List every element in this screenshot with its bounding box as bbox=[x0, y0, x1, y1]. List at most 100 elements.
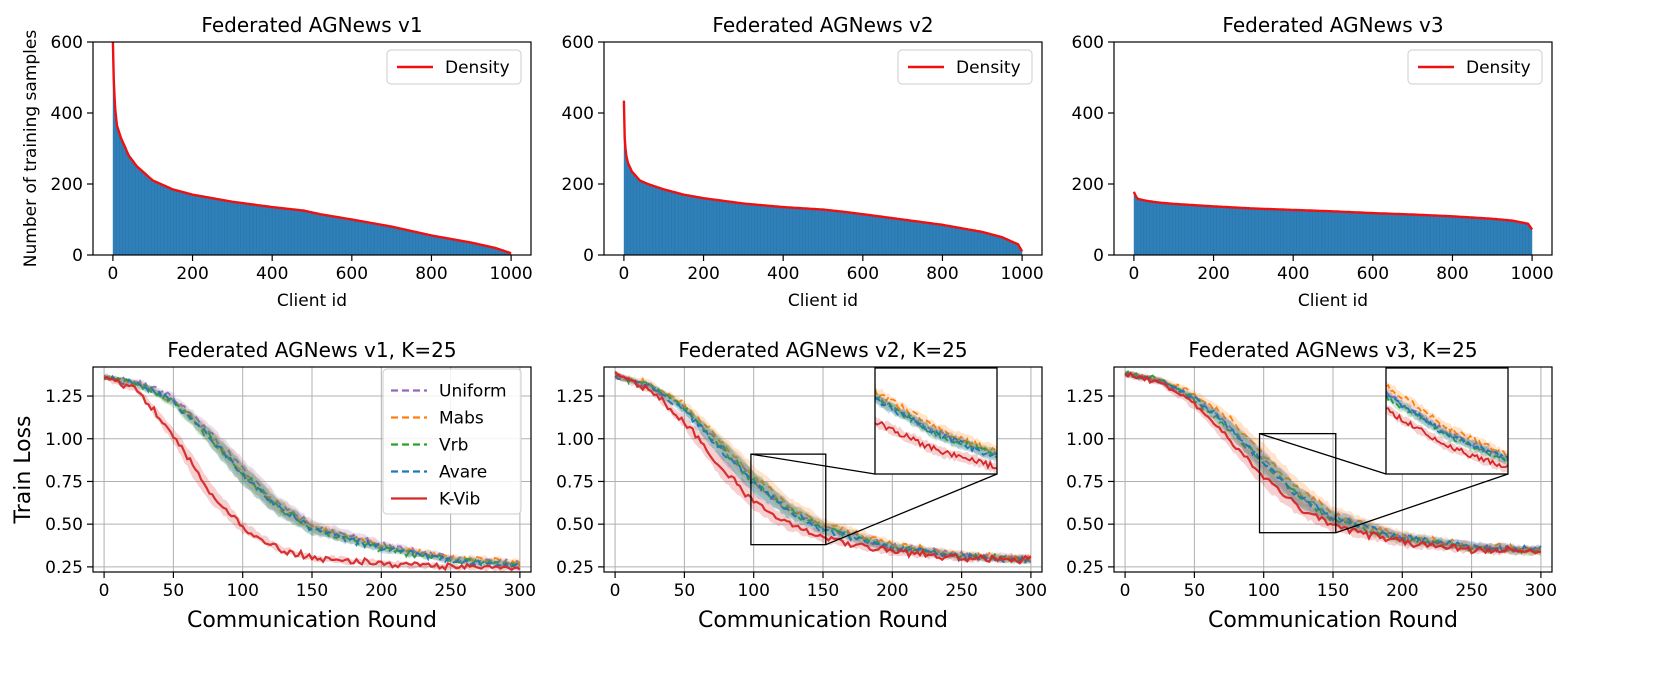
confidence-band bbox=[1125, 369, 1541, 555]
y-tick-label: 0.25 bbox=[1066, 558, 1104, 578]
x-tick-label: 250 bbox=[434, 581, 466, 601]
y-tick-label: 0 bbox=[1093, 246, 1104, 266]
inset bbox=[1385, 367, 1509, 475]
x-tick-label: 0 bbox=[618, 264, 629, 284]
series-line bbox=[103, 374, 521, 569]
legend: Uniform Mabs Vrb Avare K-Vib bbox=[382, 368, 522, 515]
x-axis: 0 200 400 600 800 1000 bbox=[107, 255, 533, 284]
panel-1: Federated AGNews v1 Density 0 200 400 600 800 1… bbox=[21, 13, 533, 311]
x-tick-label: 100 bbox=[737, 581, 769, 601]
series-k-vib bbox=[1124, 370, 1542, 557]
bars bbox=[112, 42, 512, 255]
legend-label: K-Vib bbox=[439, 490, 480, 510]
x-axis: 0 50 100 150 200 250 300 bbox=[99, 572, 536, 601]
x-tick-label: 0 bbox=[99, 581, 110, 601]
y-tick-label: 600 bbox=[51, 33, 83, 53]
axes-frame bbox=[92, 41, 532, 256]
x-tick-label: 50 bbox=[1184, 581, 1206, 601]
legend-label: Density bbox=[956, 58, 1021, 78]
plot-area bbox=[614, 370, 1032, 565]
y-tick-label: 400 bbox=[51, 104, 83, 124]
x-tick-label: 200 bbox=[1197, 264, 1229, 284]
x-tick-label: 0 bbox=[107, 264, 118, 284]
inset-band-mabs bbox=[1386, 380, 1508, 460]
confidence-band bbox=[104, 373, 520, 570]
x-tick-label: 300 bbox=[504, 581, 536, 601]
y-tick-label: 0.50 bbox=[1066, 515, 1104, 535]
x-tick-label: 600 bbox=[847, 264, 879, 284]
x-tick-label: 200 bbox=[876, 581, 908, 601]
x-tick-label: 250 bbox=[1455, 581, 1487, 601]
series-uniform bbox=[1124, 370, 1541, 555]
inset bbox=[874, 367, 998, 475]
series-vrb bbox=[103, 373, 521, 570]
y-tick-label: 1.00 bbox=[1066, 430, 1104, 450]
confidence-band bbox=[1125, 371, 1541, 554]
legend-label: Avare bbox=[439, 463, 487, 483]
zoom-connector bbox=[1335, 473, 1509, 534]
legend-label: Mabs bbox=[439, 409, 484, 429]
panel-6: Federated AGNews v3, K=25 0 50 100 150 200 250… bbox=[1066, 338, 1557, 633]
x-tick-label: 50 bbox=[163, 581, 185, 601]
bars bbox=[623, 100, 1023, 255]
y-axis: 0.25 0.50 0.75 1.00 1.25 bbox=[45, 387, 93, 578]
y-tick-label: 0.25 bbox=[45, 558, 83, 578]
inset-line-mabs bbox=[1386, 383, 1508, 457]
inset-background bbox=[1386, 368, 1508, 474]
y-tick-label: 0 bbox=[72, 246, 83, 266]
inset-line-vrb bbox=[875, 395, 997, 457]
series-avare bbox=[1124, 371, 1542, 554]
bar-separators bbox=[112, 42, 512, 255]
series-line bbox=[1124, 371, 1542, 555]
series-line bbox=[614, 374, 1032, 564]
x-tick-label: 100 bbox=[226, 581, 258, 601]
panel-3: Federated AGNews v3 Density 0 200 400 600 800 1… bbox=[1072, 13, 1554, 311]
x-axis-label: Communication Round bbox=[698, 608, 948, 633]
inset-plot bbox=[1386, 380, 1508, 473]
x-axis: 0 200 400 600 800 1000 bbox=[618, 255, 1044, 284]
x-tick-label: 400 bbox=[1277, 264, 1309, 284]
x-tick-label: 1000 bbox=[1510, 264, 1553, 284]
inset-band-avare bbox=[875, 394, 997, 463]
legend: Density bbox=[386, 49, 522, 85]
legend: Density bbox=[1407, 49, 1543, 85]
x-tick-label: 150 bbox=[807, 581, 839, 601]
x-tick-label: 300 bbox=[1015, 581, 1047, 601]
density-line bbox=[1132, 191, 1534, 231]
y-axis: 0 200 400 600 bbox=[51, 33, 93, 266]
y-tick-label: 200 bbox=[1072, 175, 1104, 195]
x-tick-label: 800 bbox=[1436, 264, 1468, 284]
y-tick-label: 400 bbox=[562, 104, 594, 124]
x-axis-label: Client id bbox=[1298, 291, 1368, 311]
series-line bbox=[1124, 370, 1542, 555]
panel-title: Federated AGNews v1 bbox=[201, 13, 422, 37]
series-avare bbox=[103, 373, 521, 569]
x-tick-label: 200 bbox=[1386, 581, 1418, 601]
confidence-band bbox=[1125, 371, 1541, 555]
x-tick-label: 800 bbox=[415, 264, 447, 284]
x-tick-label: 0 bbox=[1120, 581, 1131, 601]
legend-label: Density bbox=[445, 58, 510, 78]
x-tick-label: 600 bbox=[1357, 264, 1389, 284]
y-tick-label: 200 bbox=[562, 175, 594, 195]
inset-frame bbox=[1385, 367, 1509, 475]
y-tick-label: 0.25 bbox=[556, 558, 594, 578]
y-axis-label: Number of training samples bbox=[21, 30, 41, 268]
inset-background bbox=[875, 368, 997, 474]
legend: Density bbox=[897, 49, 1033, 85]
series-k-vib bbox=[104, 375, 521, 572]
x-tick-label: 150 bbox=[1317, 581, 1349, 601]
x-axis-label: Communication Round bbox=[187, 608, 437, 633]
legend-box bbox=[897, 49, 1033, 85]
x-tick-label: 400 bbox=[256, 264, 288, 284]
y-axis: 0.25 0.50 0.75 1.00 1.25 bbox=[1066, 387, 1114, 578]
x-tick-label: 200 bbox=[365, 581, 397, 601]
series-line bbox=[104, 376, 521, 572]
zoom-region bbox=[1258, 432, 1337, 534]
plot-area bbox=[103, 373, 521, 572]
x-tick-label: 300 bbox=[1525, 581, 1557, 601]
legend-label: Vrb bbox=[439, 436, 468, 456]
x-axis-label: Communication Round bbox=[1208, 608, 1458, 633]
y-tick-label: 0.50 bbox=[45, 515, 83, 535]
